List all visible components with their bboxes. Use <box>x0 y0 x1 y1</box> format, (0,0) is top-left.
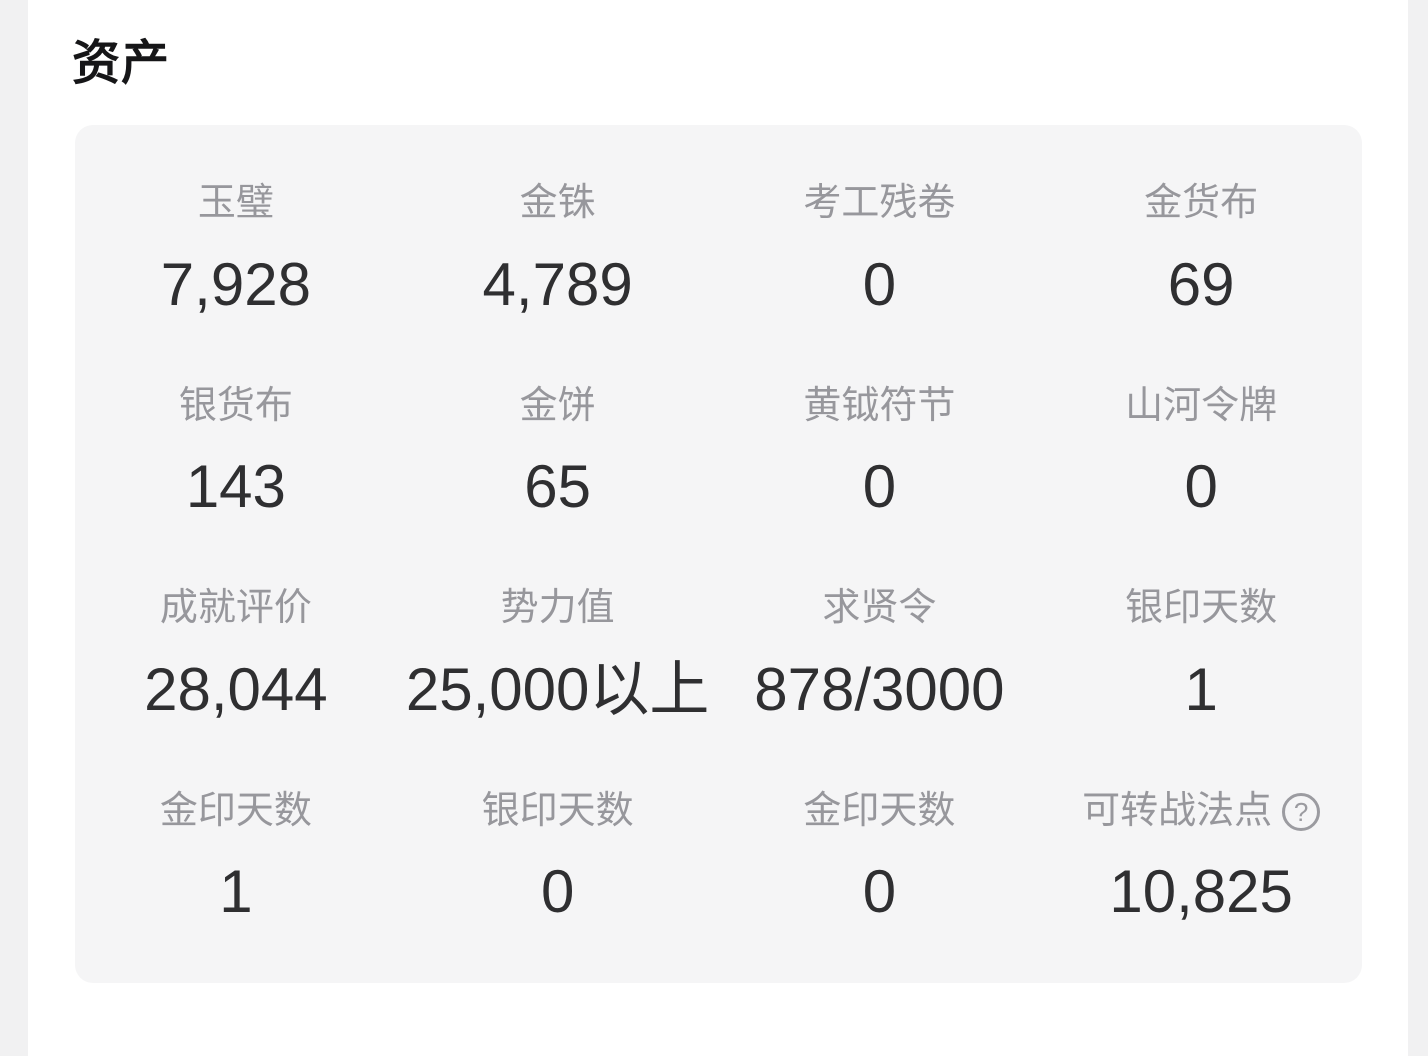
asset-label: 势力值 <box>500 587 615 630</box>
asset-label: 成就评价 <box>159 587 312 630</box>
asset-value: 69 <box>1167 250 1235 318</box>
asset-value: 1 <box>219 858 253 926</box>
asset-label: 玉璧 <box>197 182 274 224</box>
asset-value: 0 <box>540 858 575 926</box>
asset-value: 10,825 <box>1109 858 1293 926</box>
asset-value: 0 <box>862 858 897 926</box>
assets-grid: 玉璧 7,928 金铢 4,789 考工残卷 0 金货布 69 银货布 143 … <box>75 150 1362 960</box>
left-edge-strip <box>0 0 28 1056</box>
asset-value: 28,044 <box>144 655 328 723</box>
asset-value: 4,789 <box>482 250 633 318</box>
asset-item-jinyintianshu-1: 金印天数 1 <box>75 758 397 961</box>
asset-label: 金饼 <box>519 384 596 427</box>
asset-item-kezhuanzhanfadian: 可转战法点 ? 10,825 <box>1040 758 1362 961</box>
asset-value: 0 <box>1184 453 1218 521</box>
asset-value: 0 <box>862 453 897 521</box>
asset-label: 可转战法点 ? <box>1082 789 1321 835</box>
asset-label: 考工残卷 <box>803 182 956 224</box>
asset-value: 65 <box>524 453 591 521</box>
asset-value: 878/3000 <box>754 655 1005 723</box>
asset-value: 0 <box>862 250 897 318</box>
asset-label: 银印天数 <box>1125 587 1278 630</box>
page-title: 资产 <box>72 37 171 90</box>
help-icon[interactable]: ? <box>1282 792 1321 831</box>
asset-value: 143 <box>185 453 286 521</box>
asset-item-jinzhu: 金铢 4,789 <box>397 150 719 353</box>
asset-item-jinyintianshu-2: 金印天数 0 <box>719 758 1041 961</box>
asset-label: 求贤令 <box>822 587 937 630</box>
asset-item-kaogongcanjuan: 考工残卷 0 <box>719 150 1041 353</box>
asset-item-yinyintianshu-1: 银印天数 1 <box>1040 555 1362 758</box>
asset-label: 银货布 <box>178 384 293 427</box>
asset-label-text: 可转战法点 <box>1082 789 1273 832</box>
asset-label: 山河令牌 <box>1125 384 1278 427</box>
asset-item-chengjiupingjia: 成就评价 28,044 <box>75 555 397 758</box>
asset-item-shanhelingpai: 山河令牌 0 <box>1040 353 1362 556</box>
asset-label: 金印天数 <box>803 789 956 832</box>
asset-item-jinhuobu: 金货布 69 <box>1040 150 1362 353</box>
asset-label: 金货布 <box>1144 182 1259 224</box>
asset-label: 黄钺符节 <box>803 384 956 427</box>
asset-label: 银印天数 <box>481 789 634 832</box>
asset-item-shilizhi: 势力值 25,000以上 <box>397 555 719 758</box>
asset-item-yinyintianshu-2: 银印天数 0 <box>397 758 719 961</box>
asset-item-jinbing: 金饼 65 <box>397 353 719 556</box>
asset-value: 25,000以上 <box>405 655 710 723</box>
asset-item-yinhuobu: 银货布 143 <box>75 353 397 556</box>
asset-item-qiuxianling: 求贤令 878/3000 <box>719 555 1041 758</box>
asset-label: 金铢 <box>519 182 596 224</box>
assets-card: 玉璧 7,928 金铢 4,789 考工残卷 0 金货布 69 银货布 143 … <box>75 125 1362 983</box>
asset-value: 1 <box>1184 655 1218 723</box>
asset-item-huangyuefujie: 黄钺符节 0 <box>719 353 1041 556</box>
asset-value: 7,928 <box>160 250 311 318</box>
right-edge-strip <box>1408 0 1428 1056</box>
asset-label: 金印天数 <box>159 789 312 832</box>
asset-item-yubi: 玉璧 7,928 <box>75 150 397 353</box>
